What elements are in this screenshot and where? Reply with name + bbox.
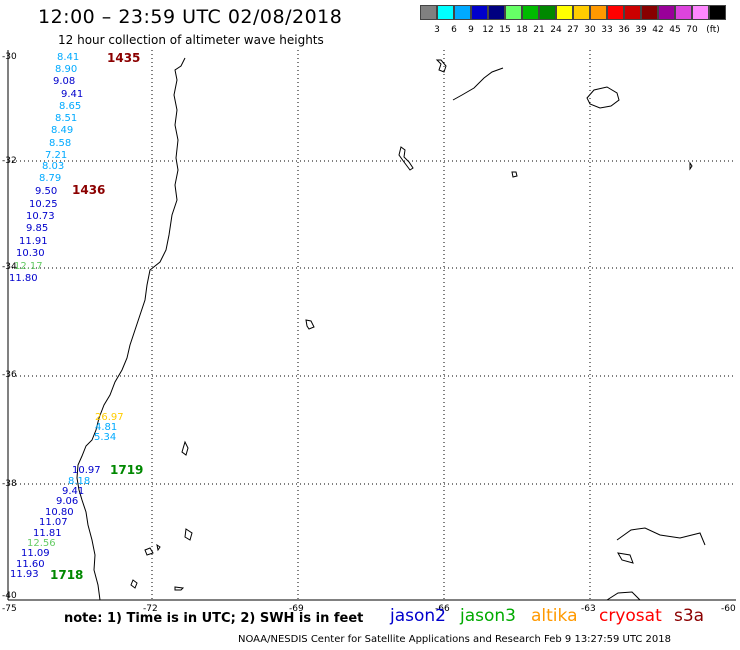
wave-height-reading: 8.65 — [59, 101, 82, 112]
map-subtitle: 12 hour collection of altimeter wave hei… — [58, 33, 324, 47]
legend-tick-label: 45 — [669, 25, 681, 35]
legend-swatch — [437, 5, 454, 20]
legend-tick-label: 39 — [635, 25, 647, 35]
wave-height-reading: 8.18 — [68, 476, 91, 487]
legend-tick-label: 12 — [482, 25, 494, 35]
legend-tick-label: 42 — [652, 25, 664, 35]
lat-label: -36 — [2, 370, 17, 380]
legend-swatch — [692, 5, 709, 20]
wave-height-reading: 8.03 — [42, 161, 65, 172]
footer-credit: NOAA/NESDIS Center for Satellite Applica… — [238, 634, 671, 645]
islands — [130, 59, 706, 601]
legend-tick-label: 9 — [468, 25, 474, 35]
lat-label: -40 — [2, 591, 17, 601]
legend-tick-label: 21 — [533, 25, 545, 35]
wave-height-reading: 10.80 — [45, 507, 74, 518]
south-america-coastline — [76, 57, 186, 601]
legend-swatch — [488, 5, 505, 20]
lat-label: -34 — [2, 262, 17, 272]
satellite-label-s3a: s3a — [674, 606, 705, 626]
wave-height-reading: 11.93 — [10, 569, 39, 580]
wave-height-reading: 10.30 — [16, 248, 45, 259]
legend-tick-label: 30 — [584, 25, 596, 35]
wave-height-reading: 9.50 — [35, 186, 58, 197]
legend-tick-label: 70 — [686, 25, 698, 35]
legend-swatch — [709, 5, 726, 20]
wave-height-reading: 10.25 — [29, 199, 58, 210]
wave-height-reading: 9.41 — [62, 486, 85, 497]
wave-height-reading: 8.41 — [57, 52, 80, 63]
satellite-label-jason3: jason3 — [460, 606, 516, 626]
legend-tick-label: 36 — [618, 25, 630, 35]
legend-tick-label: 24 — [550, 25, 562, 35]
legend-swatch — [505, 5, 522, 20]
lon-label: -69 — [289, 604, 304, 614]
legend-swatch — [607, 5, 624, 20]
legend-swatch — [454, 5, 471, 20]
wave-height-reading: 7.21 — [45, 150, 68, 161]
wave-height-reading: 9.06 — [56, 496, 79, 507]
wave-height-reading: 11.80 — [9, 273, 38, 284]
lat-label: -38 — [2, 479, 17, 489]
legend-tick-label: 3 — [434, 25, 440, 35]
wave-height-reading: 26.97 — [95, 412, 124, 423]
wave-height-reading: 8.51 — [55, 113, 78, 124]
legend-tick-label: 15 — [499, 25, 511, 35]
legend-swatch — [539, 5, 556, 20]
wave-height-reading: 10.73 — [26, 211, 55, 222]
wave-height-reading: 11.60 — [16, 559, 45, 570]
satellite-label-cryosat: cryosat — [599, 606, 662, 626]
lon-label: -66 — [435, 604, 450, 614]
lon-label: -60 — [721, 604, 736, 614]
legend-swatch — [658, 5, 675, 20]
legend-swatch — [624, 5, 641, 20]
satellite-label-jason2: jason2 — [390, 606, 446, 626]
legend-swatch — [471, 5, 488, 20]
lat-label: -30 — [2, 52, 17, 62]
legend-swatch — [590, 5, 607, 20]
wave-height-reading: 9.41 — [61, 89, 84, 100]
legend-tick-label: 18 — [516, 25, 528, 35]
wave-height-reading: 8.79 — [39, 173, 62, 184]
wave-height-reading: 8.49 — [51, 125, 74, 136]
legend-swatch — [420, 5, 437, 20]
wave-height-reading: 5.34 — [94, 432, 117, 443]
wave-height-reading: 9.08 — [53, 76, 76, 87]
legend-tick-label: 27 — [567, 25, 579, 35]
pass-time-label: 1436 — [72, 183, 106, 197]
wave-height-reading: 11.09 — [21, 548, 50, 559]
legend-swatch — [556, 5, 573, 20]
lon-label: -63 — [581, 604, 596, 614]
wave-height-reading: 4.81 — [95, 422, 118, 433]
pass-time-label: 1435 — [107, 51, 141, 65]
graticule — [8, 50, 736, 600]
wave-height-reading: 11.07 — [39, 517, 68, 528]
wave-height-reading: 10.97 — [72, 465, 101, 476]
pass-time-label: 1719 — [110, 463, 144, 477]
legend-swatch — [641, 5, 658, 20]
legend-swatch — [675, 5, 692, 20]
footer-note: note: 1) Time is in UTC; 2) SWH is in fe… — [64, 611, 364, 626]
legend-swatch — [522, 5, 539, 20]
map-frame — [7, 50, 736, 601]
lon-label: -75 — [2, 604, 17, 614]
satellite-label-altika: altika — [531, 606, 578, 626]
legend-unit: (ft) — [706, 25, 720, 35]
wave-height-reading: 8.58 — [49, 138, 72, 149]
legend-tick-label: 33 — [601, 25, 613, 35]
lon-label: -72 — [143, 604, 158, 614]
wave-height-reading: 12.17 — [14, 261, 43, 272]
map-title: 12:00 – 23:59 UTC 02/08/2018 — [38, 6, 343, 28]
wave-height-reading: 8.90 — [55, 64, 78, 75]
wave-height-reading: 9.85 — [26, 223, 49, 234]
legend-swatch — [573, 5, 590, 20]
wave-height-reading: 11.81 — [33, 528, 62, 539]
wave-height-reading: 11.91 — [19, 236, 48, 247]
lat-label: -32 — [2, 156, 17, 166]
wave-height-reading: 12.56 — [27, 538, 56, 549]
legend-tick-label: 6 — [451, 25, 457, 35]
pass-time-label: 1718 — [50, 568, 84, 582]
